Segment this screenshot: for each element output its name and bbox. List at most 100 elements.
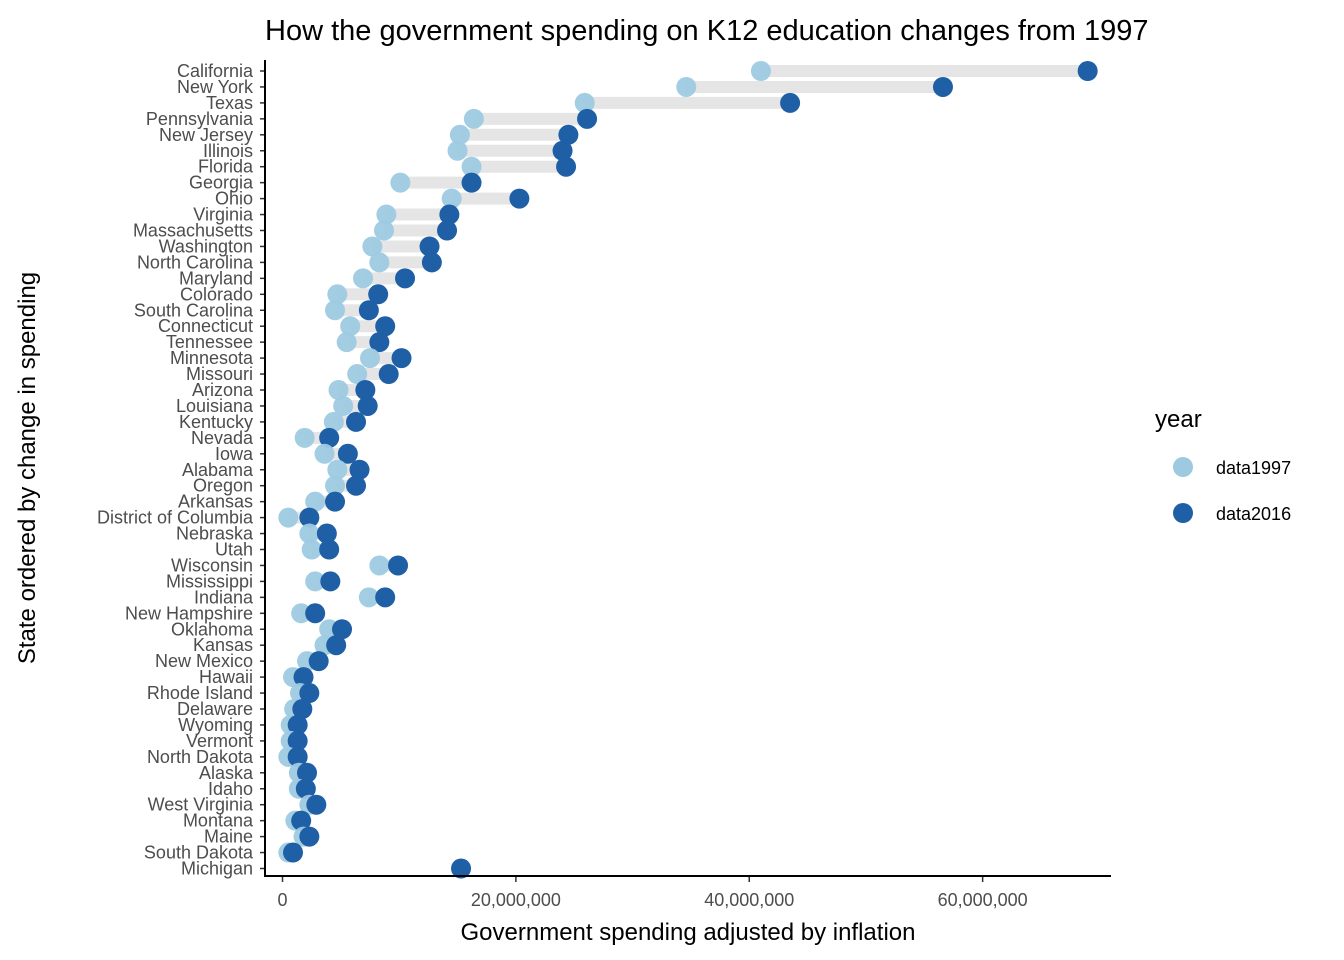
point-2016-kentucky — [346, 411, 367, 432]
point-2016-massachusetts — [437, 220, 458, 241]
point-1997-indiana — [358, 587, 379, 608]
y-tick-label-kentucky: Kentucky — [179, 412, 253, 432]
y-tick-label-new-jersey: New Jersey — [159, 125, 253, 145]
point-2016-alabama — [349, 459, 370, 480]
y-tick-label-wisconsin: Wisconsin — [171, 555, 253, 575]
x-tick-label: 20,000,000 — [471, 890, 561, 910]
point-2016-connecticut — [375, 316, 396, 337]
point-2016-delaware — [292, 699, 313, 719]
point-1997-new-jersey — [449, 124, 470, 145]
point-1997-colorado — [327, 284, 348, 305]
point-1997-maryland — [353, 268, 374, 289]
y-tick-label-maryland: Maryland — [179, 268, 253, 288]
point-2016-new-jersey — [558, 124, 579, 145]
point-1997-kentucky — [323, 411, 344, 432]
y-tick-label-arizona: Arizona — [192, 380, 254, 400]
point-2016-maryland — [395, 268, 416, 289]
point-2016-idaho — [295, 778, 316, 799]
point-1997-connecticut — [340, 316, 361, 337]
y-tick-label-south-dakota: South Dakota — [144, 843, 254, 863]
point-2016-california — [1077, 61, 1098, 81]
point-1997-virginia — [376, 204, 397, 225]
point-2016-washington — [419, 236, 440, 257]
y-tick-label-florida: Florida — [198, 157, 254, 177]
legend: year data1997 data2016 — [1155, 406, 1291, 524]
point-1997-pennsylvania — [463, 108, 484, 129]
legend-label-data1997: data1997 — [1216, 458, 1291, 478]
point-2016-rhode-island — [299, 683, 320, 704]
y-tick-label-nebraska: Nebraska — [176, 524, 254, 544]
x-tick-layer: 0 20,000,000 40,000,000 60,000,000 — [277, 876, 1028, 910]
legend-key-data2016 — [1173, 503, 1193, 523]
point-2016-indiana — [375, 587, 396, 608]
point-1997-utah — [301, 539, 322, 560]
point-1997-missouri — [347, 364, 368, 385]
point-2016-texas — [780, 92, 801, 113]
point-2016-new-mexico — [308, 651, 329, 672]
point-2016-kansas — [326, 635, 347, 656]
y-tick-label-delaware: Delaware — [177, 699, 253, 719]
point-1997-florida — [461, 156, 482, 177]
point-2016-minnesota — [391, 348, 412, 369]
y-tick-label-missouri: Missouri — [186, 364, 253, 384]
y-tick-label-utah: Utah — [215, 540, 253, 560]
point-1997-tennessee — [336, 332, 357, 353]
y-tick-label-arkansas: Arkansas — [178, 492, 253, 512]
point-1997-oregon — [325, 475, 346, 496]
y-tick-label-illinois: Illinois — [203, 141, 253, 161]
y-tick-label-colorado: Colorado — [180, 284, 253, 304]
y-tick-label-district-of-columbia: District of Columbia — [97, 508, 254, 528]
y-tick-label-texas: Texas — [206, 93, 253, 113]
legend-title: year — [1155, 406, 1202, 433]
point-1997-minnesota — [360, 348, 381, 369]
y-tick-label-virginia: Virginia — [193, 205, 254, 225]
y-axis-title: State ordered by change in spending — [14, 272, 41, 664]
x-tick-label: 40,000,000 — [704, 890, 794, 910]
y-tick-label-california: California — [177, 61, 254, 81]
point-2016-utah — [319, 539, 340, 560]
y-tick-label-south-carolina: South Carolina — [134, 300, 254, 320]
y-tick-label-georgia: Georgia — [189, 173, 254, 193]
point-1997-arkansas — [305, 491, 326, 512]
point-2016-district-of-columbia — [299, 507, 320, 528]
point-1997-illinois — [447, 140, 468, 161]
y-tick-label-indiana: Indiana — [194, 587, 254, 607]
point-1997-ohio — [441, 188, 462, 209]
point-2016-north-dakota — [287, 746, 308, 767]
point-2016-west-virginia — [306, 794, 327, 815]
point-2016-georgia — [461, 172, 482, 193]
point-2016-tennessee — [369, 332, 390, 353]
point-2016-virginia — [439, 204, 460, 225]
point-2016-alaska — [297, 762, 318, 783]
point-2016-ohio — [509, 188, 530, 209]
point-2016-colorado — [368, 284, 389, 305]
point-2016-oklahoma — [332, 619, 353, 640]
point-1997-north-carolina — [369, 252, 390, 273]
legend-key-data1997 — [1173, 457, 1193, 477]
point-2016-new-york — [932, 76, 953, 97]
point-2016-maine — [299, 826, 320, 847]
y-tick-label-alaska: Alaska — [199, 763, 254, 783]
point-1997-wisconsin — [369, 555, 390, 576]
y-tick-label-wyoming: Wyoming — [178, 715, 253, 735]
y-tick-label-pennsylvania: Pennsylvania — [146, 109, 254, 129]
y-tick-label-new-mexico: New Mexico — [155, 651, 253, 671]
point-1997-louisiana — [333, 395, 354, 416]
point-2016-south-carolina — [358, 300, 379, 321]
y-tick-label-north-dakota: North Dakota — [147, 747, 254, 767]
y-tick-label-idaho: Idaho — [208, 779, 253, 799]
point-2016-nebraska — [316, 523, 337, 544]
point-1997-nebraska — [299, 523, 320, 544]
y-tick-label-oregon: Oregon — [193, 476, 253, 496]
point-2016-montana — [291, 810, 312, 831]
y-tick-label-alabama: Alabama — [182, 460, 254, 480]
point-2016-illinois — [552, 140, 573, 161]
y-tick-label-connecticut: Connecticut — [158, 316, 253, 336]
y-tick-label-michigan: Michigan — [181, 859, 253, 879]
point-1997-district-of-columbia — [278, 507, 299, 528]
point-1997-texas — [574, 92, 595, 113]
point-2016-vermont — [287, 730, 308, 751]
point-1997-iowa — [314, 443, 335, 464]
